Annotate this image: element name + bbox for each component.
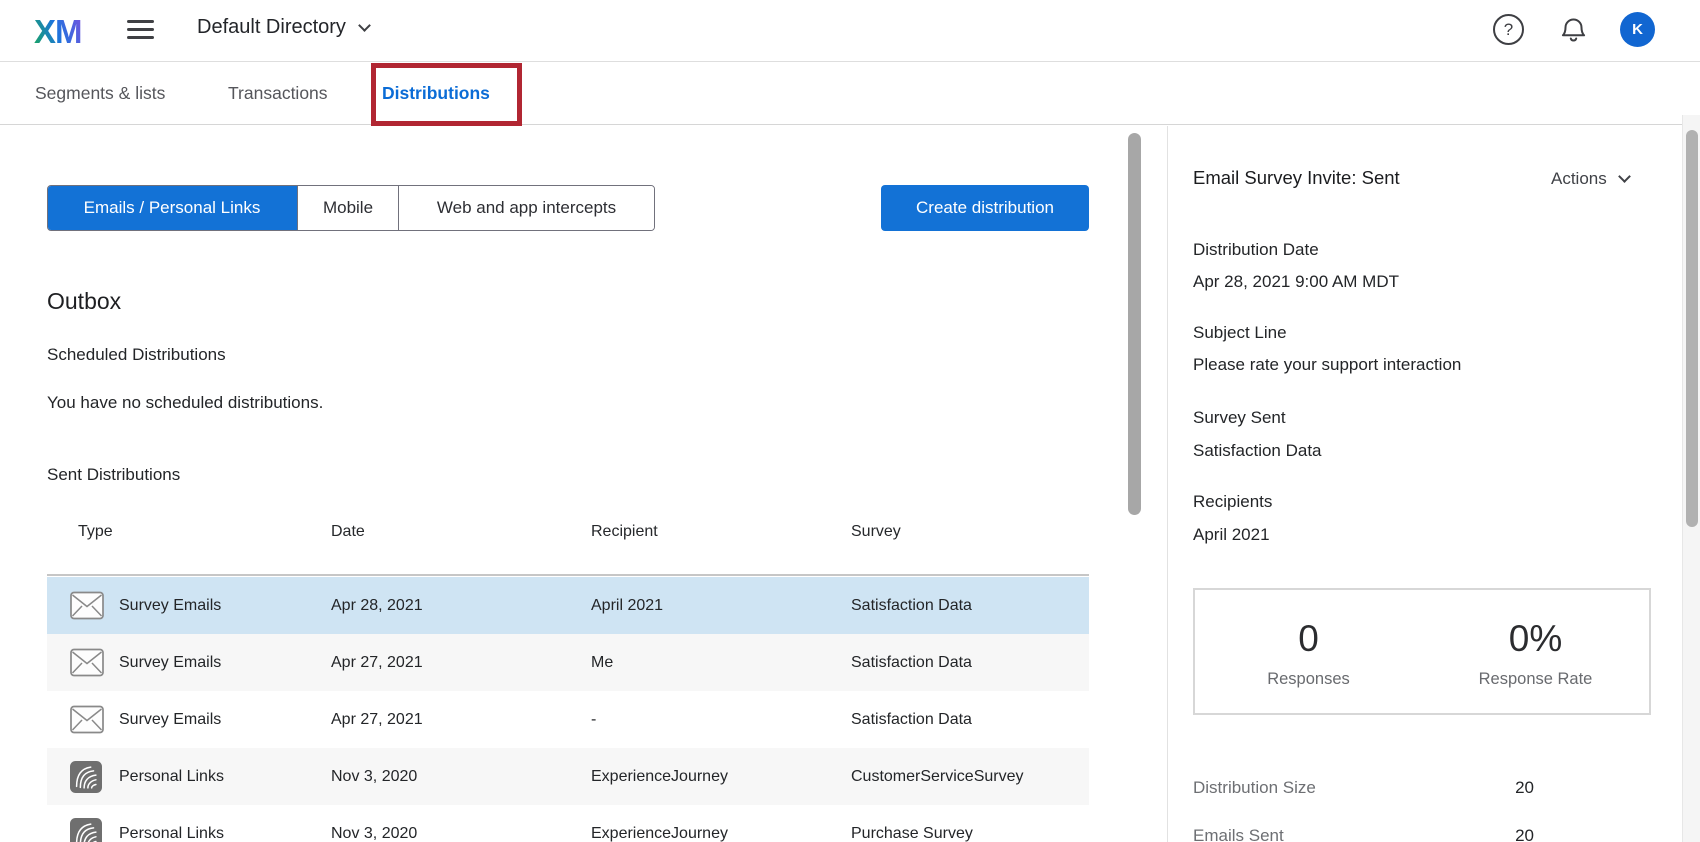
row-date: Apr 27, 2021 bbox=[331, 654, 423, 671]
response-rate-stat: 0% Response Rate bbox=[1422, 590, 1649, 713]
metric-label: Emails Sent bbox=[1193, 826, 1284, 842]
metric-label: Distribution Size bbox=[1193, 778, 1316, 797]
responses-stat: 0 Responses bbox=[1195, 590, 1422, 713]
row-recipient: - bbox=[591, 711, 597, 728]
tab-bar: Segments & lists Transactions Distributi… bbox=[0, 62, 1700, 125]
personal-links-icon bbox=[70, 818, 104, 842]
table-row[interactable]: Survey Emails Apr 27, 2021 Me Satisfacti… bbox=[47, 634, 1089, 691]
header-type: Type bbox=[78, 523, 113, 540]
response-rate-label: Response Rate bbox=[1478, 670, 1593, 688]
help-icon[interactable]: ? bbox=[1493, 14, 1524, 45]
segment-emails-personal-links[interactable]: Emails / Personal Links bbox=[48, 186, 297, 230]
segment-web-app-intercepts[interactable]: Web and app intercepts bbox=[398, 186, 654, 230]
row-survey: Purchase Survey bbox=[851, 825, 973, 842]
xm-logo: XM bbox=[34, 13, 82, 50]
responses-label: Responses bbox=[1267, 670, 1350, 688]
row-date: Apr 27, 2021 bbox=[331, 711, 423, 728]
field-value: Apr 28, 2021 9:00 AM MDT bbox=[1193, 272, 1399, 291]
field-value: April 2021 bbox=[1193, 525, 1270, 544]
field-label: Recipients bbox=[1193, 492, 1273, 511]
scheduled-distributions-heading: Scheduled Distributions bbox=[47, 345, 226, 364]
metric-value: 20 bbox=[1515, 778, 1534, 797]
table-row[interactable]: Survey Emails Apr 28, 2021 April 2021 Sa… bbox=[47, 577, 1089, 634]
table-row[interactable]: Personal Links Nov 3, 2020 ExperienceJou… bbox=[47, 748, 1089, 805]
distribution-detail-panel: Email Survey Invite: Sent Actions Distri… bbox=[1167, 126, 1700, 842]
chevron-down-icon bbox=[1617, 170, 1631, 183]
tab-transactions[interactable]: Transactions bbox=[228, 83, 328, 103]
row-survey: Satisfaction Data bbox=[851, 597, 972, 614]
sent-distributions-table: Type Date Recipient Survey Survey Emails… bbox=[47, 515, 1089, 842]
responses-count: 0 bbox=[1298, 618, 1319, 659]
panel-title: Email Survey Invite: Sent bbox=[1193, 167, 1400, 188]
create-distribution-button[interactable]: Create distribution bbox=[881, 185, 1089, 231]
top-bar: XM Default Directory ? K bbox=[0, 0, 1700, 62]
header-date: Date bbox=[331, 523, 365, 540]
main-scrollbar-thumb[interactable] bbox=[1128, 133, 1141, 515]
user-avatar[interactable]: K bbox=[1620, 12, 1655, 47]
segment-mobile[interactable]: Mobile bbox=[297, 186, 398, 230]
notifications-bell-icon[interactable] bbox=[1560, 15, 1587, 44]
row-survey: Satisfaction Data bbox=[851, 711, 972, 728]
row-recipient: ExperienceJourney bbox=[591, 825, 728, 842]
outbox-heading: Outbox bbox=[47, 288, 122, 314]
tab-distributions[interactable]: Distributions bbox=[382, 62, 490, 125]
row-recipient: ExperienceJourney bbox=[591, 768, 728, 785]
survey-emails-icon bbox=[70, 590, 104, 621]
table-header-row: Type Date Recipient Survey bbox=[47, 515, 1089, 555]
help-glyph: ? bbox=[1503, 19, 1514, 39]
page-scrollbar-track[interactable] bbox=[1682, 115, 1700, 842]
directory-label: Default Directory bbox=[197, 16, 346, 38]
row-type: Survey Emails bbox=[119, 654, 222, 671]
row-survey: Satisfaction Data bbox=[851, 654, 972, 671]
row-recipient: Me bbox=[591, 654, 614, 671]
actions-dropdown[interactable]: Actions bbox=[1551, 169, 1631, 189]
hamburger-menu-icon[interactable] bbox=[127, 20, 154, 41]
header-recipient: Recipient bbox=[591, 523, 658, 540]
directory-selector[interactable]: Default Directory bbox=[197, 16, 371, 39]
table-header-divider bbox=[47, 574, 1089, 576]
personal-links-icon bbox=[70, 761, 104, 793]
row-date: Nov 3, 2020 bbox=[331, 768, 418, 785]
field-value: Satisfaction Data bbox=[1193, 441, 1322, 460]
metric-value: 20 bbox=[1515, 826, 1534, 842]
actions-label: Actions bbox=[1551, 169, 1607, 188]
survey-emails-icon bbox=[70, 647, 104, 678]
page-scrollbar-thumb[interactable] bbox=[1686, 130, 1698, 527]
header-survey: Survey bbox=[851, 523, 901, 540]
table-row[interactable]: Survey Emails Apr 27, 2021 - Satisfactio… bbox=[47, 691, 1089, 748]
field-label: Survey Sent bbox=[1193, 408, 1286, 427]
tab-segments-lists[interactable]: Segments & lists bbox=[35, 83, 166, 103]
row-date: Nov 3, 2020 bbox=[331, 825, 418, 842]
response-rate-value: 0% bbox=[1508, 618, 1563, 659]
row-recipient: April 2021 bbox=[591, 597, 664, 614]
scheduled-empty-message: You have no scheduled distributions. bbox=[47, 393, 324, 412]
row-type: Survey Emails bbox=[119, 597, 222, 614]
table-row[interactable]: Personal Links Nov 3, 2020 ExperienceJou… bbox=[47, 805, 1089, 842]
row-type: Personal Links bbox=[119, 825, 224, 842]
sent-distributions-heading: Sent Distributions bbox=[47, 465, 181, 484]
field-label: Distribution Date bbox=[1193, 240, 1319, 259]
row-date: Apr 28, 2021 bbox=[331, 597, 423, 614]
avatar-initial: K bbox=[1632, 21, 1643, 38]
response-stats-box: 0 Responses 0% Response Rate bbox=[1193, 588, 1651, 715]
field-value: Please rate your support interaction bbox=[1193, 355, 1462, 374]
channel-segmented-control: Emails / Personal Links Mobile Web and a… bbox=[47, 185, 655, 231]
field-label: Subject Line bbox=[1193, 323, 1287, 342]
row-type: Survey Emails bbox=[119, 711, 222, 728]
row-survey: CustomerServiceSurvey bbox=[851, 768, 1024, 785]
survey-emails-icon bbox=[70, 704, 104, 735]
chevron-down-icon bbox=[358, 18, 371, 32]
row-type: Personal Links bbox=[119, 768, 224, 785]
